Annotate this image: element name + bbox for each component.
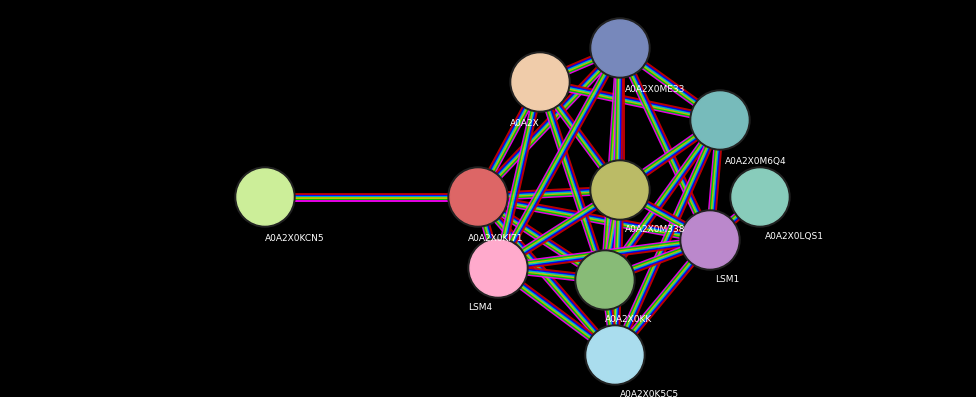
Circle shape xyxy=(730,167,790,227)
Circle shape xyxy=(575,250,635,310)
Circle shape xyxy=(732,169,788,225)
Circle shape xyxy=(590,18,650,78)
Text: LSM4: LSM4 xyxy=(468,303,492,312)
Circle shape xyxy=(577,252,633,308)
Circle shape xyxy=(448,167,508,227)
Text: A0A2X0KCN5: A0A2X0KCN5 xyxy=(265,234,325,243)
Text: A0A2X: A0A2X xyxy=(510,119,540,128)
Text: A0A2X0LQS1: A0A2X0LQS1 xyxy=(765,232,824,241)
Text: A0A2X0ME33: A0A2X0ME33 xyxy=(625,85,685,94)
Text: LSM1: LSM1 xyxy=(715,275,739,284)
Circle shape xyxy=(470,240,526,296)
Circle shape xyxy=(510,52,570,112)
Circle shape xyxy=(585,325,645,385)
Text: A0A2X0KI71: A0A2X0KI71 xyxy=(468,234,523,243)
Circle shape xyxy=(450,169,506,225)
Text: A0A2X0KK: A0A2X0KK xyxy=(605,315,652,324)
Circle shape xyxy=(512,54,568,110)
Circle shape xyxy=(682,212,738,268)
Circle shape xyxy=(692,92,748,148)
Circle shape xyxy=(592,162,648,218)
Circle shape xyxy=(587,327,643,383)
Circle shape xyxy=(468,238,528,298)
Circle shape xyxy=(235,167,295,227)
Text: A0A2X0M338: A0A2X0M338 xyxy=(625,225,685,234)
Text: A0A2X0K5C5: A0A2X0K5C5 xyxy=(620,390,679,397)
Circle shape xyxy=(590,160,650,220)
Circle shape xyxy=(237,169,293,225)
Circle shape xyxy=(592,20,648,76)
Circle shape xyxy=(680,210,740,270)
Text: A0A2X0M6Q4: A0A2X0M6Q4 xyxy=(725,157,787,166)
Circle shape xyxy=(690,90,750,150)
